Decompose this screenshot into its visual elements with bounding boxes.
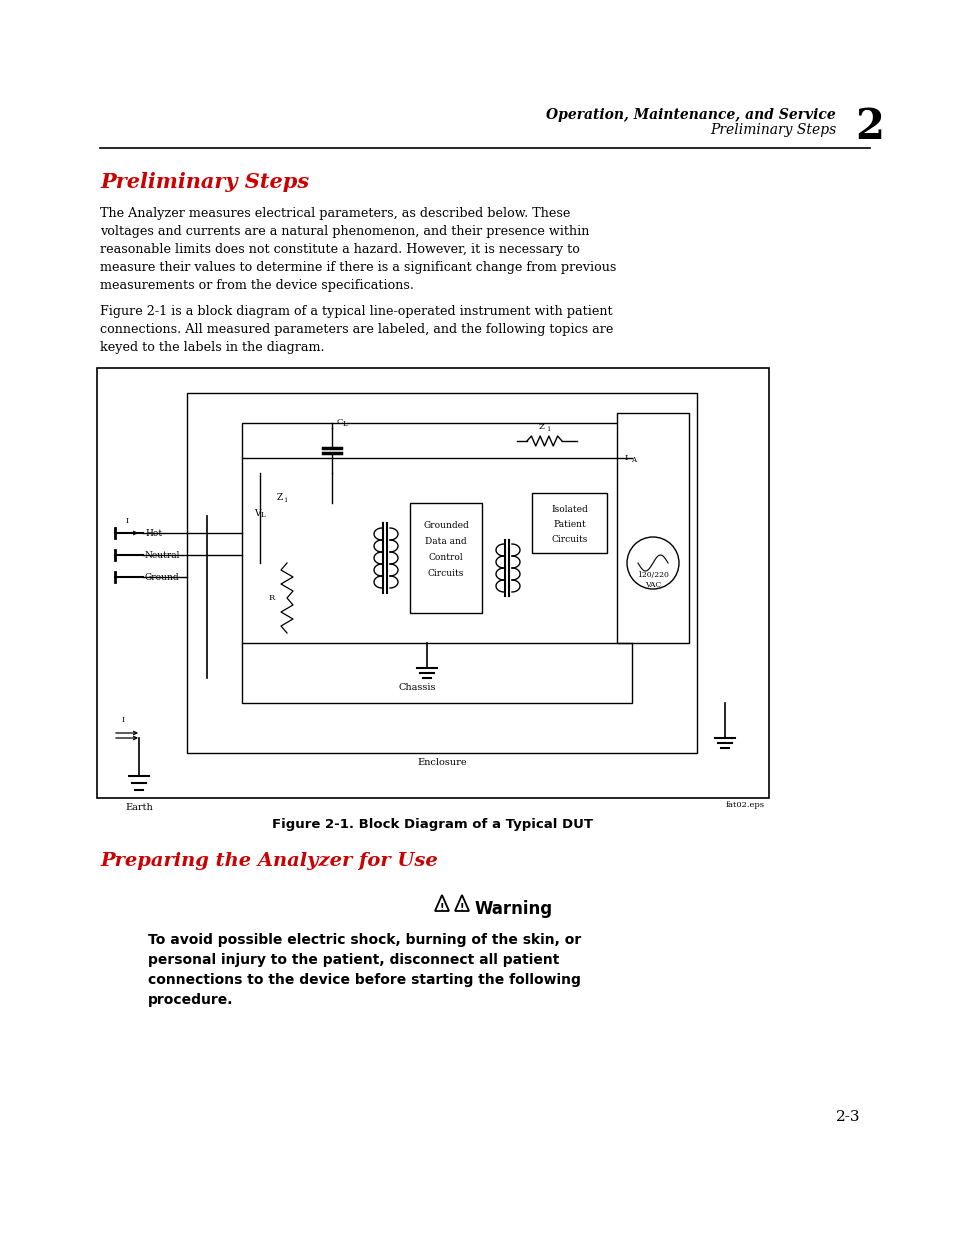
Text: A: A: [630, 456, 636, 464]
Text: The Analyzer measures electrical parameters, as described below. These
voltages : The Analyzer measures electrical paramet…: [100, 207, 616, 291]
Text: Chassis: Chassis: [397, 683, 436, 692]
Text: Figure 2-1. Block Diagram of a Typical DUT: Figure 2-1. Block Diagram of a Typical D…: [273, 818, 593, 831]
Text: i: i: [547, 425, 550, 433]
Text: VAC: VAC: [644, 580, 660, 589]
Text: Warning: Warning: [475, 900, 553, 918]
Text: !: !: [439, 903, 444, 913]
Text: Preliminary Steps: Preliminary Steps: [100, 172, 309, 191]
Bar: [242, 424, 631, 703]
Text: !: !: [459, 903, 464, 913]
Text: L: L: [343, 420, 347, 429]
Text: Preparing the Analyzer for Use: Preparing the Analyzer for Use: [100, 852, 437, 869]
Text: Preliminary Steps: Preliminary Steps: [709, 124, 835, 137]
Text: 2: 2: [854, 106, 883, 148]
Text: Z: Z: [276, 494, 283, 503]
Text: Circuits: Circuits: [551, 535, 587, 543]
Text: Ground: Ground: [145, 573, 179, 582]
Text: Circuits: Circuits: [427, 569, 464, 578]
Bar: [97, 368, 768, 798]
Text: Figure 2-1 is a block diagram of a typical line-operated instrument with patient: Figure 2-1 is a block diagram of a typic…: [100, 305, 613, 354]
Text: Isolated: Isolated: [551, 505, 587, 514]
Text: I: I: [121, 716, 125, 724]
Text: I: I: [126, 517, 129, 525]
Text: Data and: Data and: [425, 537, 466, 546]
Text: I: I: [624, 454, 628, 462]
Bar: [187, 393, 697, 753]
Bar: [532, 493, 606, 553]
Bar: [617, 412, 688, 643]
Text: Control: Control: [428, 553, 463, 562]
Text: Enclosure: Enclosure: [416, 758, 466, 767]
Text: i: i: [285, 496, 287, 504]
Text: Hot: Hot: [145, 529, 162, 537]
Text: Neutral: Neutral: [145, 551, 180, 559]
Text: C: C: [336, 417, 343, 426]
Text: To avoid possible electric shock, burning of the skin, or
personal injury to the: To avoid possible electric shock, burnin…: [148, 932, 580, 1008]
Text: Grounded: Grounded: [423, 521, 468, 530]
Text: Operation, Maintenance, and Service: Operation, Maintenance, and Service: [546, 107, 835, 122]
Bar: [410, 503, 481, 613]
Text: L: L: [261, 511, 265, 519]
Text: 120/220: 120/220: [637, 571, 668, 579]
Text: Patient: Patient: [553, 520, 585, 529]
Text: R: R: [269, 594, 274, 601]
Text: Z: Z: [538, 424, 544, 431]
Text: 2-3: 2-3: [835, 1110, 859, 1124]
Text: fat02.eps: fat02.eps: [725, 802, 764, 809]
Text: V: V: [253, 509, 260, 517]
Text: Earth: Earth: [125, 803, 152, 811]
